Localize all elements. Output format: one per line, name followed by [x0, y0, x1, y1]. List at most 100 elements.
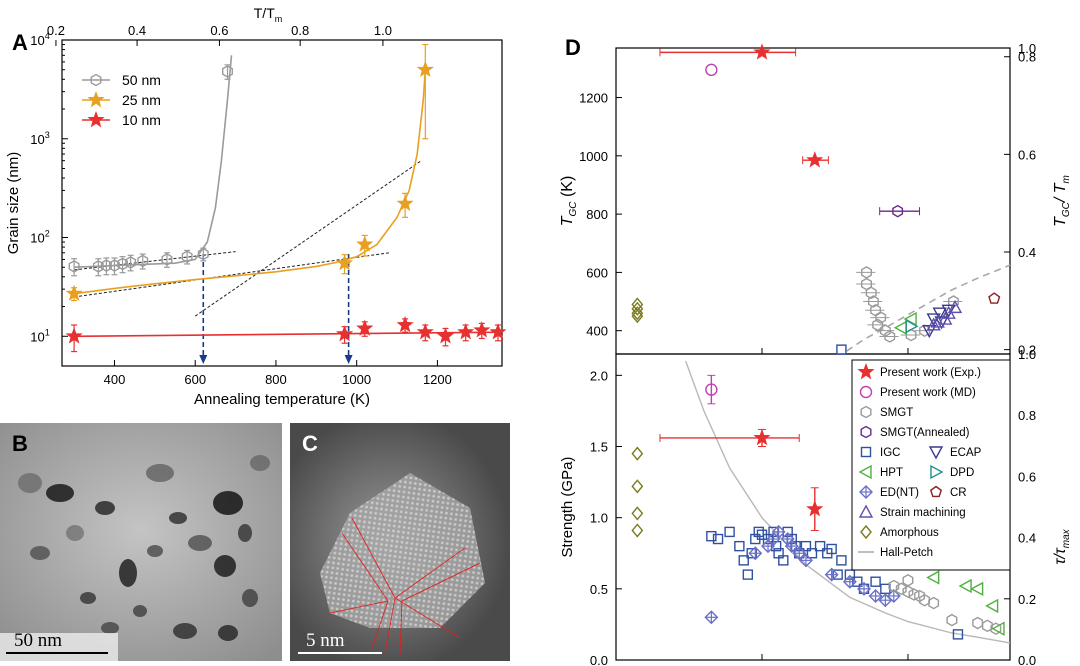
bottom-igc-point — [800, 540, 812, 552]
grain — [214, 555, 236, 577]
top-right-tick-label: 0.2 — [1018, 343, 1036, 358]
top-tick-label: 1.0 — [374, 23, 392, 38]
top-right-axis-label-sub: GC — [1061, 201, 1072, 217]
top-right-tick-label: 1.0 — [1018, 41, 1036, 56]
top-cr-point — [988, 292, 1001, 304]
bottom-right-tick-label: 1.0 — [1018, 347, 1036, 362]
bottom-hpt-point — [985, 598, 999, 614]
bottom-smgt-point — [902, 573, 914, 587]
legend-label: Amorphous — [880, 527, 939, 539]
series-1 — [65, 43, 434, 302]
top-igc-point — [836, 344, 847, 355]
grain — [46, 484, 74, 502]
legend-label: IGC — [880, 447, 900, 459]
bottom-ed-nt — [704, 524, 901, 625]
top-right-tick-label: 0.8 — [1018, 50, 1036, 65]
legend-label: Hall-Petch — [880, 547, 933, 559]
top-strain-machining — [926, 299, 963, 331]
top-smgt-point — [865, 286, 877, 300]
y-tick-label: 103 — [30, 130, 49, 147]
top-present-exp-point — [806, 151, 824, 168]
top-strain-machining-point — [947, 299, 963, 314]
legend: 50 nm 25 nm 10 nm — [82, 72, 161, 128]
legend-marker — [87, 110, 105, 128]
bottom-igc-point — [738, 555, 749, 566]
grain — [80, 592, 96, 604]
data-point — [161, 253, 173, 266]
bottom-right-tick-label: 0.4 — [1018, 531, 1036, 546]
plot-frame — [61, 39, 503, 367]
legend-label: ECAP — [950, 447, 982, 459]
data-point — [221, 65, 234, 78]
bottom-igc-point — [742, 569, 754, 580]
bottom-hpt-point — [970, 581, 984, 597]
bottom-y-tick-label: 0.0 — [590, 653, 608, 666]
top-tick-label: 0.8 — [291, 23, 309, 38]
data-point — [396, 315, 414, 333]
bottom-smgt — [888, 573, 1002, 636]
top-tick-label: 0.2 — [47, 23, 65, 38]
bottom-ed-nt-point — [748, 546, 763, 561]
grain — [66, 525, 84, 541]
data-point — [457, 323, 475, 340]
legend-marker — [87, 90, 105, 108]
top-y-axis-label-unit: (K) — [559, 176, 576, 202]
top-ecap-point — [932, 307, 947, 321]
bottom-igc-point — [806, 548, 818, 559]
x-tick-label: 1200 — [423, 372, 452, 387]
legend-marker — [857, 362, 875, 380]
x-tick-label: 600 — [184, 372, 206, 387]
legend-marker — [928, 446, 944, 460]
bottom-present-md — [705, 374, 718, 405]
grain — [146, 464, 174, 482]
y-tick-exponent: 1 — [45, 327, 50, 337]
top-present-exp — [659, 43, 797, 60]
grain — [18, 473, 42, 493]
bottom-present-exp-point — [753, 428, 771, 446]
x-tick-label: 1000 — [342, 372, 371, 387]
bottom-ed-nt-point — [771, 524, 786, 539]
grain — [173, 623, 197, 639]
grain — [95, 501, 115, 515]
bottom-y-tick-label: 1.5 — [590, 440, 608, 455]
bottom-right-tick-label: 0.6 — [1018, 469, 1036, 484]
data-point — [335, 254, 354, 271]
top-y-axis-label-sub: GC — [568, 201, 579, 217]
x-tick-label: 800 — [265, 372, 287, 387]
top-y-axis-label: TGC (K) — [559, 176, 579, 227]
bottom-right-tick-label: 0.0 — [1018, 653, 1036, 666]
bottom-amorphous-point — [631, 506, 644, 521]
fit-line — [73, 69, 427, 295]
x-tick-label: 400 — [104, 372, 126, 387]
legend-label: Present work (MD) — [880, 387, 976, 399]
bottom-ed-nt-point — [704, 610, 719, 625]
bottom-smgt-point — [928, 596, 940, 610]
legend-marker — [860, 405, 872, 419]
grain — [188, 535, 212, 551]
data-point — [356, 235, 374, 252]
data-point — [489, 323, 507, 340]
bottom-hpt-point — [991, 621, 1005, 636]
y-tick-label: 101 — [30, 327, 49, 344]
scale-bar-label-c: 5 nm — [306, 630, 345, 651]
bottom-smgt-point — [972, 616, 984, 630]
legend-label: DPD — [950, 467, 974, 479]
legend-marker — [860, 425, 872, 439]
top-present-exp — [802, 151, 829, 168]
bottom-smgt-point — [919, 593, 931, 607]
grain — [238, 524, 252, 542]
bottom-igc-point — [826, 543, 837, 555]
bottom-y-tick-label: 2.0 — [590, 368, 608, 383]
bottom-present-md-point — [705, 383, 718, 396]
top-dpd — [905, 319, 919, 334]
top-present-md — [705, 63, 718, 77]
data-point — [356, 319, 374, 336]
top-smgt — [856, 266, 963, 343]
grain — [119, 559, 137, 587]
transition-arrow-head — [199, 355, 208, 364]
top-y-tick-label: 600 — [586, 265, 608, 280]
grain — [30, 546, 50, 560]
series-2 — [65, 315, 507, 353]
bottom-ed-nt-point — [784, 539, 799, 554]
top-ecap-point — [941, 304, 956, 318]
